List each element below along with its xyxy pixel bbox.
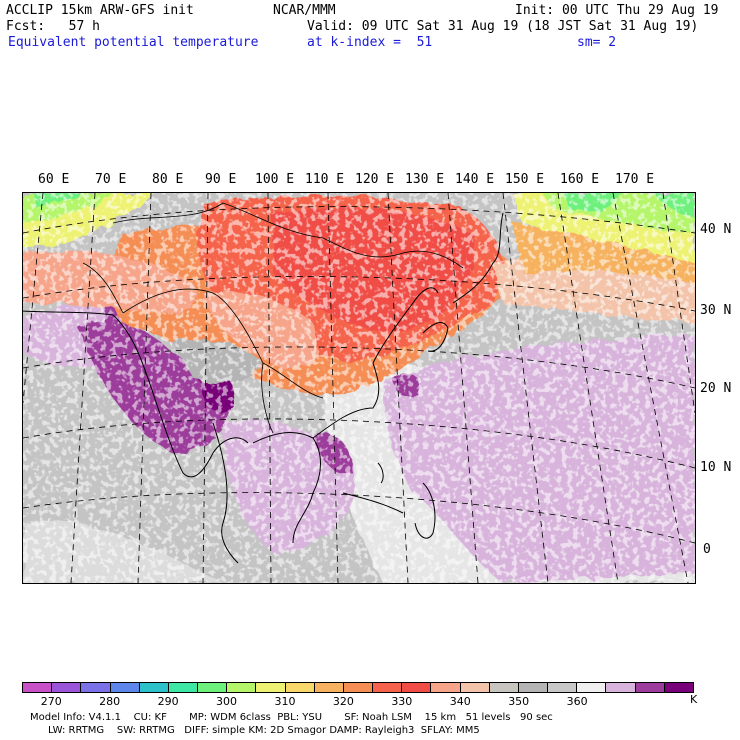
coastlines	[23, 212, 504, 564]
lat-label: 40 N	[700, 222, 732, 237]
lon-label: 90 E	[205, 172, 237, 187]
init-time: Init: 00 UTC Thu 29 Aug 19	[515, 3, 719, 18]
theta-e-map	[23, 193, 695, 583]
footer-physics-info: LW: RRTMG SW: RRTMG DIFF: simple KM: 2D …	[48, 725, 480, 736]
valid-time: Valid: 09 UTC Sat 31 Aug 19 (18 JST Sat …	[307, 19, 699, 34]
lon-label: 160 E	[560, 172, 600, 187]
colorbar-tick-label: 280	[99, 695, 121, 708]
lat-label: 0	[703, 542, 711, 557]
colorbar-swatch	[52, 683, 82, 692]
colorbar-swatch	[110, 683, 140, 692]
colorbar-swatch	[460, 683, 490, 692]
lat-label: 10 N	[700, 460, 732, 475]
colorbar-swatch	[285, 683, 315, 692]
colorbar-swatch	[227, 683, 257, 692]
colorbar-swatch	[431, 683, 461, 692]
lon-label: 100 E	[255, 172, 295, 187]
lon-label: 60 E	[38, 172, 70, 187]
speckle-texture	[23, 193, 695, 583]
colorbar-swatch	[489, 683, 519, 692]
lat-label: 20 N	[700, 381, 732, 396]
lon-label: 170 E	[615, 172, 655, 187]
colorbar-swatch	[139, 683, 169, 692]
colorbar-swatch	[81, 683, 111, 692]
colorbar-swatch	[314, 683, 344, 692]
colorbar-swatch	[548, 683, 578, 692]
colorbar	[22, 682, 694, 693]
colorbar-unit: K	[690, 693, 698, 706]
level-index: at k-index = 51	[307, 35, 433, 50]
lon-label: 150 E	[505, 172, 545, 187]
colorbar-tick-label: 270	[40, 695, 62, 708]
forecast-hour: Fcst: 57 h	[6, 19, 100, 34]
colorbar-tick-label: 330	[391, 695, 413, 708]
country-borders	[82, 202, 464, 434]
lon-label: 130 E	[405, 172, 445, 187]
graticule	[23, 193, 695, 583]
colorbar-tick-label: 340	[449, 695, 471, 708]
colorbar-tick-label: 350	[508, 695, 530, 708]
colorbar-swatch	[606, 683, 636, 692]
lat-label: 30 N	[700, 303, 732, 318]
colorbar-tick-label: 290	[157, 695, 179, 708]
colorbar-tick-label: 360	[566, 695, 588, 708]
colorbar-swatch	[577, 683, 607, 692]
lon-label: 120 E	[355, 172, 395, 187]
colorbar-swatch	[664, 683, 693, 692]
lon-label: 140 E	[455, 172, 495, 187]
model-title: ACCLIP 15km ARW-GFS init	[6, 3, 194, 18]
smoothing: sm= 2	[577, 35, 617, 50]
colorbar-swatch	[373, 683, 403, 692]
field-name: Equivalent potential temperature	[8, 35, 259, 50]
colorbar-tick-label: 310	[274, 695, 296, 708]
footer-model-info: Model Info: V4.1.1 CU: KF MP: WDM 6class…	[30, 712, 553, 723]
colorbar-swatch	[635, 683, 665, 692]
map-panel	[22, 192, 696, 584]
colorbar-tick-label: 320	[332, 695, 354, 708]
colorbar-tick-label: 300	[216, 695, 238, 708]
colorbar-swatch	[343, 683, 374, 692]
lon-label: 70 E	[95, 172, 127, 187]
colorbar-swatch	[256, 683, 286, 692]
colorbar-swatch	[168, 683, 199, 692]
colorbar-swatch	[23, 683, 53, 692]
colorbar-swatch	[198, 683, 228, 692]
lon-label: 80 E	[152, 172, 184, 187]
colorbar-swatch	[402, 683, 432, 692]
center-name: NCAR/MMM	[273, 3, 336, 18]
lon-label: 110 E	[305, 172, 345, 187]
colorbar-swatch	[518, 683, 549, 692]
